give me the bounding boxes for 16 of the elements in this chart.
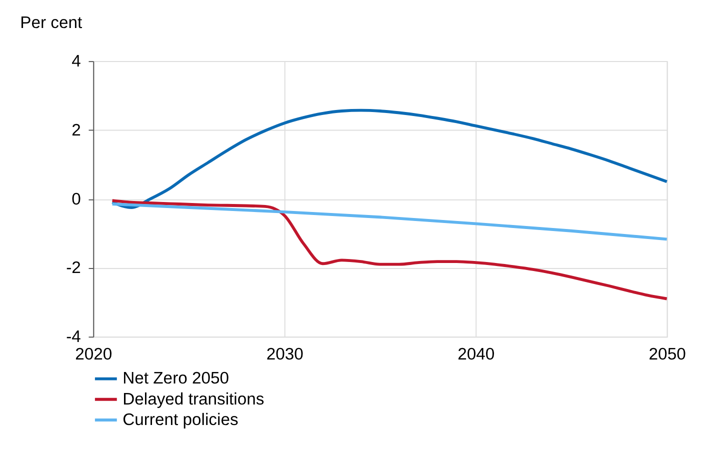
legend-label: Current policies bbox=[122, 410, 238, 429]
x-tick-label: 2020 bbox=[75, 344, 112, 364]
line-series bbox=[110, 108, 668, 209]
legend-label: Net Zero 2050 bbox=[122, 368, 230, 388]
line-series bbox=[110, 202, 668, 241]
line-series bbox=[110, 199, 668, 300]
y-tick-label: 2 bbox=[72, 120, 81, 140]
y-axis-title: Per cent bbox=[20, 13, 83, 32]
y-tick-label: -2 bbox=[66, 258, 81, 278]
y-tick-label: 0 bbox=[72, 189, 81, 208]
x-tick-label: 2030 bbox=[266, 344, 304, 364]
y-tick-label: 4 bbox=[72, 51, 81, 70]
legend-label: Delayed transitions bbox=[122, 389, 264, 408]
x-tick-label: 2040 bbox=[458, 344, 495, 364]
y-tick-label: -4 bbox=[66, 327, 81, 346]
x-tick-label: 2050 bbox=[648, 344, 686, 364]
